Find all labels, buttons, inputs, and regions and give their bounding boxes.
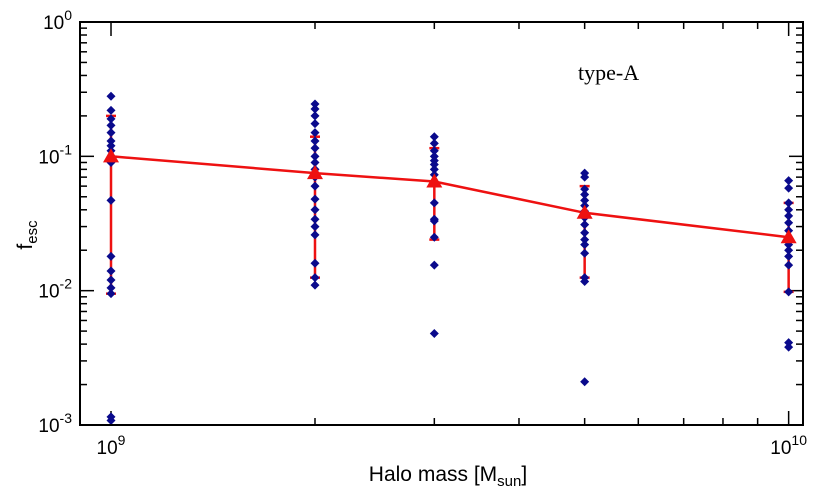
data-point [310, 205, 320, 215]
halo-points [106, 91, 794, 426]
data-point [784, 176, 794, 186]
data-point [580, 248, 590, 258]
data-point [106, 141, 116, 151]
y-axis-label-subscript: esc [24, 220, 41, 244]
x-axis-label: Halo mass [Msun] [369, 463, 527, 490]
y-tick-label: 100 [43, 7, 72, 34]
data-point [784, 251, 794, 261]
data-point [429, 328, 439, 338]
data-point [310, 230, 320, 240]
data-point [310, 143, 320, 153]
data-point [784, 198, 794, 208]
plot-frame [79, 21, 804, 426]
data-point [429, 138, 439, 148]
data-point [784, 245, 794, 255]
data-point [580, 228, 590, 238]
data-point [580, 189, 590, 199]
y-tick-label: 10-1 [38, 141, 72, 168]
data-point [429, 232, 439, 242]
data-point [310, 222, 320, 232]
data-point [580, 220, 590, 230]
y-tick-label: 10-2 [38, 276, 72, 303]
data-point [106, 128, 116, 138]
data-point [580, 172, 590, 182]
data-point [310, 119, 320, 129]
data-point [580, 184, 590, 194]
data-point [429, 260, 439, 270]
tick-marks [79, 22, 803, 426]
data-point [310, 157, 320, 167]
data-point [580, 195, 590, 205]
median-error-bars [106, 114, 794, 295]
data-point [310, 194, 320, 204]
data-point [106, 195, 116, 205]
data-point [784, 260, 794, 270]
data-point [310, 128, 320, 138]
data-point [106, 105, 116, 115]
x-tick-label: 109 [97, 432, 126, 459]
data-point [784, 342, 794, 352]
x-axis-label-subscript: sun [497, 473, 521, 490]
median-line [110, 155, 789, 239]
data-point [429, 216, 439, 226]
data-point [310, 273, 320, 283]
data-point [106, 416, 116, 426]
data-point [784, 287, 794, 297]
median-line-group [110, 155, 789, 239]
median-marker [103, 148, 120, 163]
data-point [784, 183, 794, 193]
data-point [310, 104, 320, 114]
data-point [106, 266, 116, 276]
x-tick-label: 1010 [770, 432, 807, 459]
data-point [310, 214, 320, 224]
data-point [310, 181, 320, 191]
data-point [106, 120, 116, 130]
data-point [429, 132, 439, 142]
data-point [310, 258, 320, 268]
data-point [429, 146, 439, 156]
data-point [429, 198, 439, 208]
data-point [580, 377, 590, 387]
type-annotation: type-A [578, 60, 639, 85]
median-markers [103, 148, 797, 244]
data-point [106, 114, 116, 124]
data-point [106, 283, 116, 293]
median-marker [576, 204, 593, 219]
data-point [580, 235, 590, 245]
data-point [106, 275, 116, 285]
tick-labels: 10-3 10-2 10-1 100 109 1010 [38, 7, 807, 459]
data-point [106, 136, 116, 146]
data-point [106, 251, 116, 261]
data-point [106, 91, 116, 101]
data-point [784, 205, 794, 215]
data-point [106, 289, 116, 299]
y-tick-label: 10-3 [38, 410, 72, 437]
median-marker [780, 229, 797, 244]
data-point [580, 240, 590, 250]
median-marker [426, 173, 443, 188]
data-point [310, 111, 320, 121]
data-point [784, 218, 794, 228]
data-point [310, 280, 320, 290]
data-point [310, 99, 320, 109]
median-marker [306, 165, 323, 180]
data-point [310, 136, 320, 146]
data-point [429, 159, 439, 169]
data-point [784, 211, 794, 221]
data-point [310, 151, 320, 161]
y-axis-label: fesc [14, 220, 41, 250]
data-point [580, 277, 590, 287]
x-axis-label-end: ] [521, 463, 527, 486]
data-point [429, 164, 439, 174]
